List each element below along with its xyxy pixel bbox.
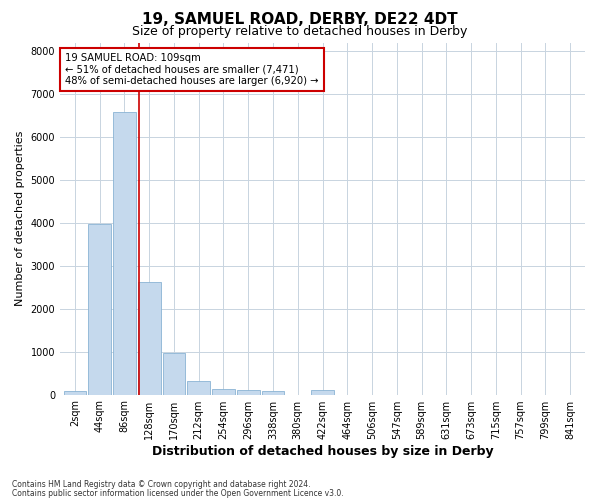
Text: Contains public sector information licensed under the Open Government Licence v3: Contains public sector information licen… [12, 488, 344, 498]
Text: Contains HM Land Registry data © Crown copyright and database right 2024.: Contains HM Land Registry data © Crown c… [12, 480, 311, 489]
Bar [163, 354, 185, 395]
Bar [237, 390, 260, 394]
Bar [64, 391, 86, 394]
Bar [262, 391, 284, 394]
Y-axis label: Number of detached properties: Number of detached properties [15, 131, 25, 306]
Bar [113, 112, 136, 395]
Text: 19 SAMUEL ROAD: 109sqm
← 51% of detached houses are smaller (7,471)
48% of semi-: 19 SAMUEL ROAD: 109sqm ← 51% of detached… [65, 53, 319, 86]
Bar [187, 382, 210, 394]
Text: Size of property relative to detached houses in Derby: Size of property relative to detached ho… [133, 25, 467, 38]
Bar [138, 282, 161, 395]
Text: 19, SAMUEL ROAD, DERBY, DE22 4DT: 19, SAMUEL ROAD, DERBY, DE22 4DT [142, 12, 458, 28]
Bar [311, 390, 334, 394]
X-axis label: Distribution of detached houses by size in Derby: Distribution of detached houses by size … [152, 444, 493, 458]
Bar [88, 224, 111, 394]
Bar [212, 389, 235, 394]
